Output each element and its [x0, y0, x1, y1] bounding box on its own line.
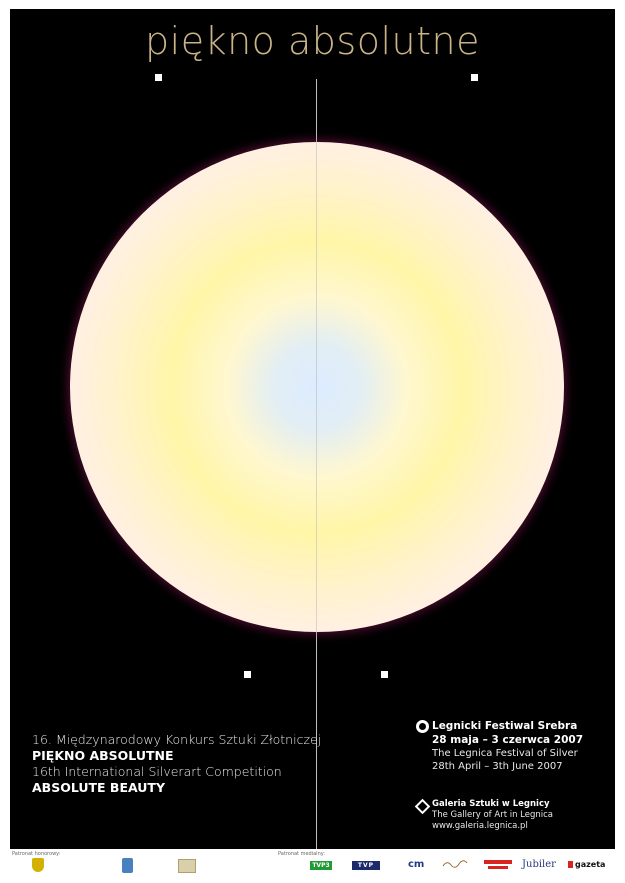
orb-center-line [316, 142, 317, 632]
festival-info: Legnicki Festiwal Srebra 28 maja – 3 cze… [416, 719, 584, 773]
city-crest-logo [122, 858, 133, 873]
competition-title-en: ABSOLUTE BEAUTY [32, 780, 166, 795]
red-logo [484, 859, 512, 873]
gallery-info: Galeria Sztuki w Legnicy The Gallery of … [414, 798, 554, 832]
ring-icon [416, 720, 429, 733]
gallery-url[interactable]: www.galeria.legnica.pl [432, 821, 528, 831]
festival-dates-en: 28th April – 3th June 2007 [432, 761, 563, 772]
ministry-logo [178, 859, 196, 873]
diamond-icon [414, 798, 431, 815]
festival-name-en: The Legnica Festival of Silver [432, 748, 578, 759]
sponsor-footer: Patronat honorowy: Patronat medialny: TV… [10, 849, 615, 879]
honorary-patronage-label: Patronat honorowy: [12, 851, 61, 857]
cm-logo: cm [408, 859, 425, 870]
script-logo [442, 860, 468, 870]
tv-logo: TVP3 [310, 861, 332, 870]
festival-name: Legnicki Festiwal Srebra [432, 720, 578, 732]
media-patronage-label: Patronat medialny: [278, 851, 326, 857]
jubiler-logo: Jubiler [522, 859, 556, 870]
glowing-orb [70, 142, 564, 632]
competition-info: 16. Międzynarodowy Konkurs Sztuki Złotni… [32, 732, 321, 796]
crest-logo [32, 858, 44, 872]
corner-square-bottom-right [381, 671, 388, 678]
corner-square-top-left [155, 74, 162, 81]
corner-square-bottom-left [244, 671, 251, 678]
tvp-logo: TVP [352, 861, 380, 870]
poster-title: piękno absolutne [145, 19, 480, 63]
competition-name-en: 16th International Silverart Competition [32, 764, 282, 779]
competition-title-pl: PIĘKNO ABSOLUTNE [32, 748, 174, 763]
gazeta-logo: gazeta [568, 860, 605, 869]
poster: piękno absolutne 16. Międzynarodowy Konk… [10, 9, 615, 849]
gallery-name: Galeria Sztuki w Legnicy [432, 799, 550, 809]
gallery-name-en: The Gallery of Art in Legnica [432, 810, 554, 820]
competition-name-pl: 16. Międzynarodowy Konkurs Sztuki Złotni… [32, 732, 322, 747]
festival-dates: 28 maja – 3 czerwca 2007 [432, 734, 584, 746]
corner-square-top-right [471, 74, 478, 81]
